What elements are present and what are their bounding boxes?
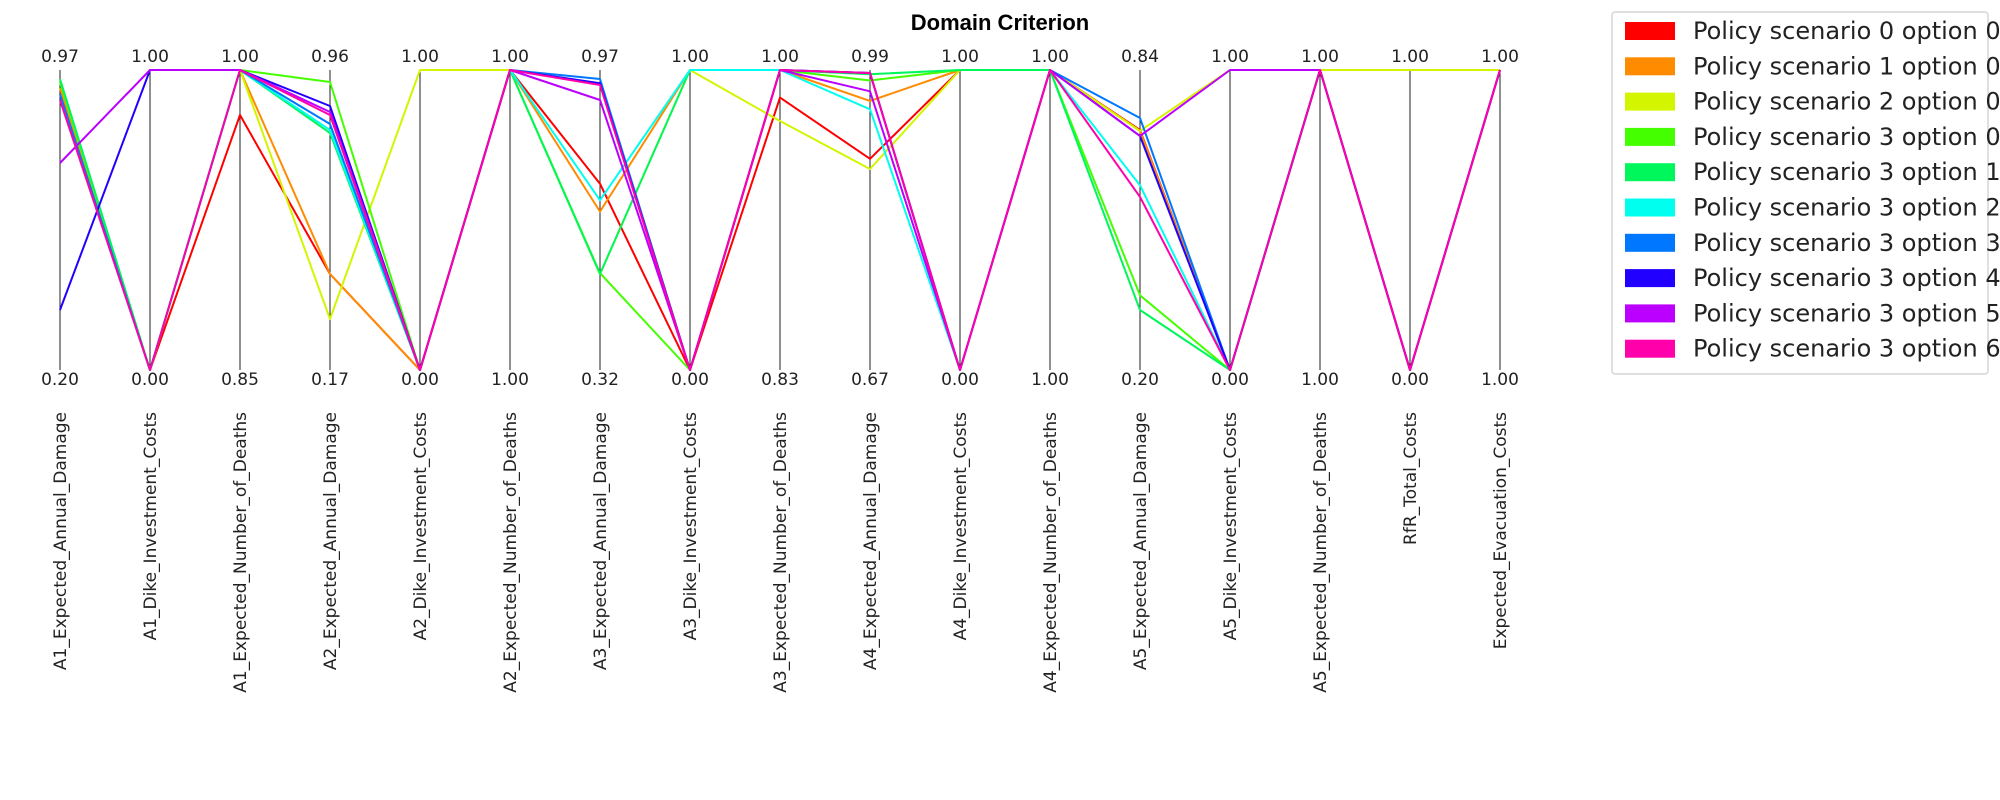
legend-label: Policy scenario 3 option 2 [1693, 194, 2000, 222]
axis-bottom-tick-label: 0.00 [1211, 370, 1249, 390]
axis-name-label: A2_Expected_Number_of_Deaths [501, 412, 521, 693]
legend-label: Policy scenario 2 option 0 [1693, 88, 2000, 116]
legend-swatch [1625, 198, 1675, 217]
axis-labels-layer: A1_Expected_Annual_Damage A1_Dike_Investm… [51, 412, 1511, 693]
axis-top-tick-label: 1.00 [1211, 47, 1249, 67]
axis-name-label: A2_Dike_Investment_Costs [411, 412, 431, 641]
axis-top-tick-label: 1.00 [221, 47, 259, 67]
axis-top-tick-label: 1.00 [1481, 47, 1519, 67]
axis-top-tick-label: 1.00 [671, 47, 709, 67]
legend-label: Policy scenario 0 option 0 [1693, 17, 2000, 45]
axis-top-tick-label: 1.00 [941, 47, 979, 67]
legend-label: Policy scenario 1 option 0 [1693, 52, 2000, 80]
legend-label: Policy scenario 3 option 3 [1693, 229, 2000, 257]
axis-bottom-tick-label: 0.00 [941, 370, 979, 390]
axis-name-label: A3_Expected_Annual_Damage [591, 412, 611, 670]
tick-labels-layer: 0.97 0.20 1.00 0.00 1.00 0.85 0.96 0.17 1.00 0.00… [41, 47, 1519, 390]
axis-name-label: A4_Dike_Investment_Costs [951, 412, 971, 641]
legend-swatch [1625, 233, 1675, 252]
legend-swatch [1625, 127, 1675, 146]
axis-name-label: A5_Expected_Number_of_Deaths [1311, 412, 1331, 693]
legend-label: Policy scenario 3 option 1 [1693, 158, 2000, 186]
axis-top-tick-label: 1.00 [761, 47, 799, 67]
axis-name-label: A4_Expected_Annual_Damage [861, 412, 881, 670]
axis-top-tick-label: 0.97 [41, 47, 79, 67]
axis-name-label: A2_Expected_Annual_Damage [321, 412, 341, 670]
axis-bottom-tick-label: 1.00 [1481, 370, 1519, 390]
axis-top-tick-label: 1.00 [401, 47, 439, 67]
axis-name-label: A4_Expected_Number_of_Deaths [1041, 412, 1061, 693]
series-lines-layer [59, 69, 1501, 371]
axis-bottom-tick-label: 1.00 [1301, 370, 1339, 390]
axis-bottom-tick-label: 0.20 [41, 370, 79, 390]
axis-name-label: RfR_Total_Costs [1401, 412, 1421, 545]
axis-bottom-tick-label: 1.00 [1031, 370, 1069, 390]
legend-swatch [1625, 22, 1675, 40]
axis-top-tick-label: 0.84 [1121, 47, 1159, 67]
axis-top-tick-label: 1.00 [1031, 47, 1069, 67]
axis-bottom-tick-label: 0.00 [401, 370, 439, 390]
legend-label: Policy scenario 3 option 4 [1693, 264, 2000, 292]
legend-swatch [1625, 339, 1675, 358]
axis-bottom-tick-label: 0.67 [851, 370, 889, 390]
axis-bottom-tick-label: 0.17 [311, 370, 349, 390]
axis-top-tick-label: 1.00 [131, 47, 169, 67]
axis-top-tick-label: 1.00 [491, 47, 529, 67]
legend: Policy scenario 0 option 0 Policy scenari… [1611, 11, 2000, 375]
axis-top-tick-label: 0.97 [581, 47, 619, 67]
axis-bottom-tick-label: 0.00 [671, 370, 709, 390]
axis-bottom-tick-label: 0.83 [761, 370, 799, 390]
axis-top-tick-label: 1.00 [1391, 47, 1429, 67]
axis-name-label: A5_Dike_Investment_Costs [1221, 412, 1241, 641]
axes-layer [59, 70, 1501, 370]
legend-label: Policy scenario 3 option 5 [1693, 299, 2000, 327]
axis-name-label: A1_Expected_Annual_Damage [51, 412, 71, 670]
legend-swatch [1625, 92, 1675, 111]
legend-label: Policy scenario 3 option 6 [1693, 335, 2000, 363]
axis-top-tick-label: 0.96 [311, 47, 349, 67]
axis-name-label: A1_Dike_Investment_Costs [141, 412, 161, 641]
axis-name-label: A3_Dike_Investment_Costs [681, 412, 701, 641]
axis-bottom-tick-label: 0.20 [1121, 370, 1159, 390]
axis-bottom-tick-label: 0.32 [581, 370, 619, 390]
axis-name-label: A3_Expected_Number_of_Deaths [771, 412, 791, 693]
axis-bottom-tick-label: 0.85 [221, 370, 259, 390]
axis-top-tick-label: 1.00 [1301, 47, 1339, 67]
legend-swatch [1625, 163, 1675, 182]
axis-name-label: Expected_Evacuation_Costs [1491, 412, 1511, 649]
legend-swatch [1625, 304, 1675, 323]
axis-top-tick-label: 0.99 [851, 47, 889, 67]
axis-name-label: A1_Expected_Number_of_Deaths [231, 412, 251, 693]
legend-swatch [1625, 57, 1675, 76]
legend-swatch [1625, 269, 1675, 288]
chart-title: Domain Criterion [911, 10, 1089, 35]
axis-name-label: A5_Expected_Annual_Damage [1131, 412, 1151, 670]
axis-bottom-tick-label: 0.00 [1391, 370, 1429, 390]
axis-bottom-tick-label: 1.00 [491, 370, 529, 390]
axis-bottom-tick-label: 0.00 [131, 370, 169, 390]
series-line-10 [59, 69, 1501, 371]
legend-label: Policy scenario 3 option 0 [1693, 123, 2000, 151]
legend-frame [1611, 11, 1989, 375]
